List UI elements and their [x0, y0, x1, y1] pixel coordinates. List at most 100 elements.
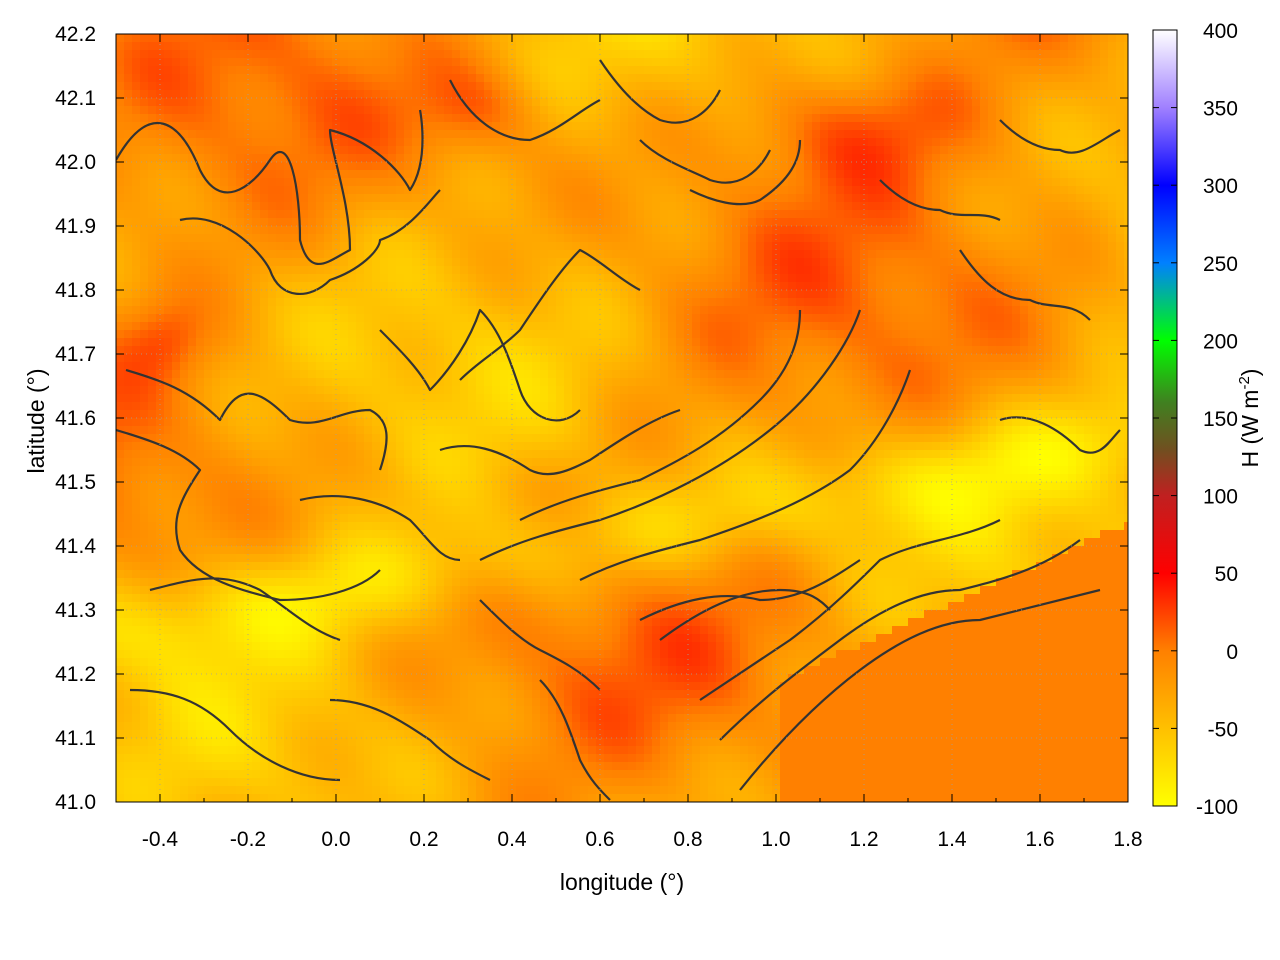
- heatmap-cell: [412, 330, 421, 339]
- heatmap-cell: [500, 58, 509, 67]
- heatmap-cell: [396, 250, 405, 259]
- heatmap-cell: [556, 250, 565, 259]
- heatmap-cell: [836, 90, 845, 99]
- heatmap-cell: [1004, 194, 1013, 203]
- heatmap-cell: [724, 66, 733, 75]
- heatmap-cell: [612, 186, 621, 195]
- heatmap-cell: [844, 178, 853, 187]
- heatmap-cell: [796, 106, 805, 115]
- heatmap-cell: [460, 106, 469, 115]
- heatmap-cell: [628, 234, 637, 243]
- heatmap-cell: [628, 226, 637, 235]
- heatmap-cell: [956, 242, 965, 251]
- heatmap-cell: [548, 258, 557, 267]
- heatmap-cell: [700, 186, 709, 195]
- heatmap-cell: [868, 298, 877, 307]
- heatmap-cell: [252, 154, 261, 163]
- heatmap-cell: [916, 98, 925, 107]
- heatmap-cell: [468, 34, 477, 43]
- heatmap-cell: [956, 202, 965, 211]
- heatmap-cell: [1100, 50, 1109, 59]
- heatmap-cell: [396, 122, 405, 131]
- heatmap-cell: [484, 90, 493, 99]
- heatmap-cell: [556, 170, 565, 179]
- heatmap-cell: [204, 194, 213, 203]
- heatmap-cell: [524, 290, 533, 299]
- heatmap-cell: [276, 74, 285, 83]
- heatmap-cell: [436, 322, 445, 331]
- heatmap-cell: [644, 266, 653, 275]
- heatmap-cell: [380, 170, 389, 179]
- heatmap-cell: [1092, 274, 1101, 283]
- heatmap-cell: [612, 194, 621, 203]
- heatmap-cell: [524, 258, 533, 267]
- heatmap-cell: [276, 346, 285, 355]
- heatmap-cell: [380, 58, 389, 67]
- heatmap-cell: [292, 34, 301, 43]
- heatmap-cell: [1084, 34, 1093, 43]
- heatmap-cell: [380, 210, 389, 219]
- heatmap-cell: [1084, 290, 1093, 299]
- heatmap-cell: [284, 42, 293, 51]
- heatmap-cell: [348, 82, 357, 91]
- heatmap-cell: [892, 146, 901, 155]
- heatmap-cell: [924, 138, 933, 147]
- heatmap-cell: [1092, 194, 1101, 203]
- heatmap-cell: [1044, 202, 1053, 211]
- heatmap-cell: [740, 290, 749, 299]
- heatmap-cell: [476, 146, 485, 155]
- heatmap-cell: [844, 338, 853, 347]
- heatmap-cell: [436, 98, 445, 107]
- heatmap-cell: [324, 226, 333, 235]
- heatmap-cell: [1052, 114, 1061, 123]
- heatmap-cell: [740, 322, 749, 331]
- heatmap-cell: [684, 282, 693, 291]
- heatmap-cell: [1116, 106, 1125, 115]
- heatmap-cell: [316, 210, 325, 219]
- heatmap-cell: [1012, 322, 1021, 331]
- heatmap-cell: [212, 90, 221, 99]
- heatmap-cell: [644, 322, 653, 331]
- heatmap-cell: [356, 258, 365, 267]
- heatmap-cell: [964, 66, 973, 75]
- heatmap-cell: [244, 74, 253, 83]
- heatmap-cell: [972, 202, 981, 211]
- heatmap-cell: [1012, 90, 1021, 99]
- heatmap-cell: [604, 42, 613, 51]
- heatmap-cell: [580, 266, 589, 275]
- heatmap-cell: [780, 170, 789, 179]
- heatmap-cell: [700, 138, 709, 147]
- heatmap-cell: [964, 122, 973, 131]
- heatmap-cell: [500, 250, 509, 259]
- heatmap-cell: [868, 186, 877, 195]
- heatmap-cell: [1028, 114, 1037, 123]
- heatmap-cell: [1076, 122, 1085, 131]
- heatmap-cell: [236, 210, 245, 219]
- heatmap-cell: [836, 298, 845, 307]
- heatmap-cell: [964, 322, 973, 331]
- heatmap-cell: [636, 274, 645, 283]
- heatmap-cell: [1100, 74, 1109, 83]
- heatmap-cell: [300, 138, 309, 147]
- heatmap-cell: [1060, 154, 1069, 163]
- heatmap-cell: [300, 42, 309, 51]
- heatmap-cell: [1124, 106, 1128, 115]
- heatmap-cell: [516, 146, 525, 155]
- heatmap-cell: [308, 210, 317, 219]
- heatmap-cell: [396, 298, 405, 307]
- heatmap-cell: [476, 242, 485, 251]
- heatmap-cell: [908, 50, 917, 59]
- heatmap-cell: [452, 250, 461, 259]
- heatmap-cell: [564, 282, 573, 291]
- heatmap-cell: [1020, 322, 1029, 331]
- heatmap-cell: [900, 306, 909, 315]
- heatmap-cell: [1084, 218, 1093, 227]
- heatmap-cell: [1068, 226, 1077, 235]
- heatmap-cell: [252, 98, 261, 107]
- heatmap-cell: [644, 106, 653, 115]
- heatmap-cell: [532, 178, 541, 187]
- heatmap-cell: [356, 106, 365, 115]
- heatmap-cell: [236, 258, 245, 267]
- heatmap-cell: [884, 298, 893, 307]
- heatmap-cell: [1068, 66, 1077, 75]
